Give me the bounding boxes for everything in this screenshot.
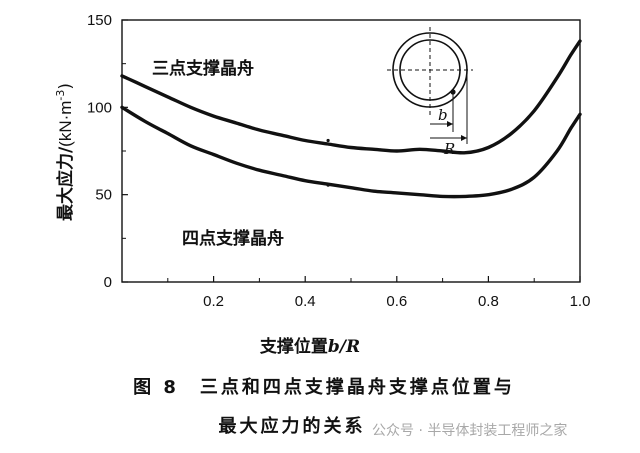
y-axis-title-text: 最大应力/ — [55, 146, 76, 221]
y-tick-label: 50 — [95, 187, 112, 204]
label-three-point: 三点支撑晶舟 — [152, 58, 254, 79]
inset-b-arrow — [447, 121, 453, 127]
curve-speck — [326, 138, 330, 143]
x-tick-label: 1.0 — [570, 293, 591, 310]
x-axis-title: 支撑位置b/R — [260, 336, 360, 357]
y-tick-label: 100 — [87, 99, 112, 116]
x-tick-label: 0.4 — [295, 293, 316, 310]
series-layer — [120, 39, 582, 199]
x-tick-label: 0.8 — [478, 293, 499, 310]
y-axis-title-units: (kN·m — [56, 101, 75, 147]
x-axis-title-text: 支撑位置 — [260, 336, 328, 357]
inset-r-label: R — [443, 140, 455, 158]
inset-b-label: b — [438, 106, 448, 124]
figure-caption-line-1: 图 8 三点和四点支撑晶舟支撑点位置与 — [133, 377, 515, 398]
figure-caption-line-2: 最大应力的关系 — [218, 416, 366, 437]
inset-r-arrow — [461, 135, 467, 141]
support-position-inset: bR — [387, 27, 473, 158]
y-axis-title-close: ) — [56, 83, 76, 90]
four-point-support-curve — [120, 105, 582, 199]
y-axis-title: 最大应力/(kN·m-3) — [54, 83, 76, 221]
y-tick-label: 150 — [87, 12, 112, 29]
y-tick-label: 0 — [104, 274, 112, 291]
y-axis-title-exponent: -3 — [54, 90, 67, 101]
x-tick-label: 0.6 — [386, 293, 407, 310]
x-tick-label: 0.2 — [203, 293, 224, 310]
axis-ticks: 0 50 100 150 0.2 0.4 0.6 0.8 1.0 — [87, 12, 590, 310]
watermark-text: 公众号 · 半导体封装工程师之家 — [372, 423, 568, 439]
curve-speck — [326, 183, 330, 187]
three-point-support-curve — [120, 39, 582, 155]
label-four-point: 四点支撑晶舟 — [182, 228, 284, 249]
x-axis-title-variable: b/R — [328, 337, 360, 357]
axis-titles: 支撑位置b/R 最大应力/(kN·m-3) — [54, 83, 360, 357]
